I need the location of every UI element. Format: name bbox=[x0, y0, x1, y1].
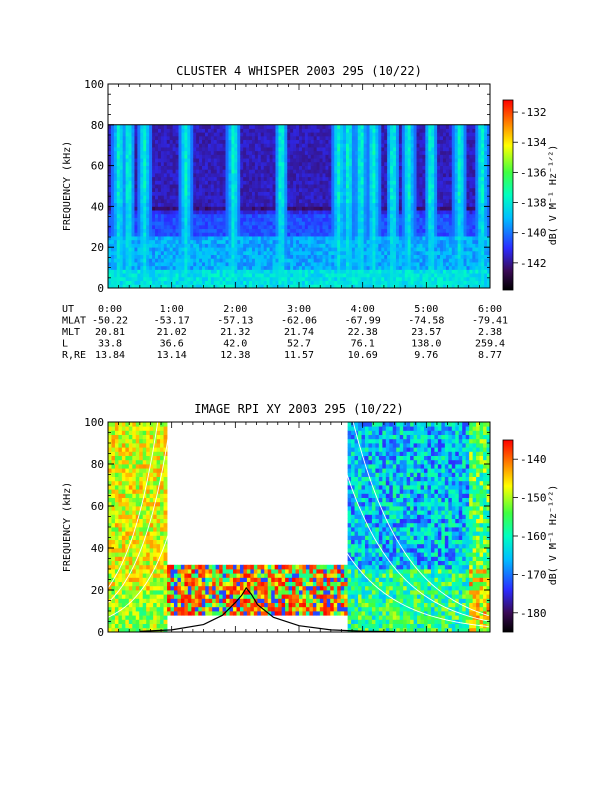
colorbar-tick-label: -140 bbox=[520, 227, 547, 240]
ephemeris-value: 22.38 bbox=[348, 327, 378, 338]
colorbar-tick-label: -142 bbox=[520, 257, 547, 270]
ephemeris-value: -62.06 bbox=[281, 316, 317, 327]
ephemeris-row-label: R,RE bbox=[62, 350, 86, 361]
whisper-title: CLUSTER 4 WHISPER 2003 295 (10/22) bbox=[176, 64, 422, 78]
ephemeris-value: 138.0 bbox=[411, 339, 441, 350]
colorbar-tick-label: -160 bbox=[520, 530, 547, 543]
ephemeris-value: 9.76 bbox=[414, 350, 438, 361]
whisper-y-axis-label: FREQUENCY (kHz) bbox=[62, 141, 73, 231]
rpi-colorbar-ticks: -140 -150 -160 -170 -180 bbox=[513, 453, 547, 620]
plasma-frequency-curve bbox=[139, 586, 395, 632]
y-tick-label: 80 bbox=[91, 458, 104, 471]
colorbar-tick-label: -138 bbox=[520, 197, 547, 210]
ephemeris-value: 36.6 bbox=[160, 339, 184, 350]
ephemeris-row-label: MLAT bbox=[62, 316, 86, 327]
ephemeris-value: 2:00 bbox=[223, 304, 247, 315]
rpi-spectrogram bbox=[108, 422, 490, 632]
ephemeris-value: 5:00 bbox=[414, 304, 438, 315]
whisper-colorbar-label: dB( V M⁻¹ Hz⁻¹ᐟ²) bbox=[548, 145, 559, 246]
y-tick-label: 20 bbox=[91, 241, 104, 254]
ephemeris-value: 13.14 bbox=[157, 350, 187, 361]
colorbar-tick-label: -132 bbox=[520, 106, 547, 119]
y-tick-label: 0 bbox=[97, 282, 104, 295]
colorbar-tick-label: -180 bbox=[520, 607, 547, 620]
ephemeris-value: 13.84 bbox=[95, 350, 125, 361]
rpi-panel: IMAGE RPI XY 2003 295 (10/22) 0 20 40 60 80 1… bbox=[62, 402, 559, 639]
y-tick-label: 60 bbox=[91, 500, 104, 513]
whisper-colorbar bbox=[502, 99, 514, 291]
ephemeris-value: -53.17 bbox=[154, 316, 190, 327]
ephemeris-value: 8.77 bbox=[478, 350, 502, 361]
ephemeris-value: 259.4 bbox=[475, 339, 505, 350]
rpi-colorbar bbox=[502, 439, 514, 633]
ephemeris-value: 52.7 bbox=[287, 339, 311, 350]
ephemeris-value: 21.02 bbox=[157, 327, 187, 338]
ephemeris-value: 23.57 bbox=[411, 327, 441, 338]
ephemeris-value: -74.58 bbox=[408, 316, 444, 327]
y-tick-label: 80 bbox=[91, 119, 104, 132]
ephemeris-value: 12.38 bbox=[220, 350, 250, 361]
ephemeris-value: 3:00 bbox=[287, 304, 311, 315]
y-tick-label: 40 bbox=[91, 200, 104, 213]
ephemeris-value: 11.57 bbox=[284, 350, 314, 361]
y-tick-label: 0 bbox=[97, 626, 104, 639]
ephemeris-value: 0:00 bbox=[98, 304, 122, 315]
ephemeris-row-label: MLT bbox=[62, 327, 80, 338]
ephemeris-value: -67.99 bbox=[345, 316, 381, 327]
whisper-colorbar-ticks: -132 -134 -136 -138 -140 -142 bbox=[513, 106, 547, 270]
y-tick-label: 100 bbox=[84, 416, 104, 429]
whisper-ephemeris: UT 0:00 1:00 2:00 3:00 4:00 5:00 6:00 MLAT -50.22… bbox=[62, 304, 508, 361]
whisper-panel: CLUSTER 4 WHISPER 2003 295 (10/22) 0 20 40… bbox=[62, 64, 559, 361]
ephemeris-value: 6:00 bbox=[478, 304, 502, 315]
ephemeris-value: 4:00 bbox=[351, 304, 375, 315]
y-tick-label: 40 bbox=[91, 542, 104, 555]
colorbar-tick-label: -140 bbox=[520, 453, 547, 466]
rpi-colorbar-label: dB( V M⁻¹ Hz⁻¹ᐟ²) bbox=[548, 485, 559, 586]
ephemeris-value: -79.41 bbox=[472, 316, 508, 327]
ephemeris-value: 20.81 bbox=[95, 327, 125, 338]
ephemeris-row-label: L bbox=[62, 339, 68, 350]
ephemeris-value: 76.1 bbox=[351, 339, 375, 350]
ephemeris-value: 1:00 bbox=[160, 304, 184, 315]
ephemeris-row-label: UT bbox=[62, 304, 74, 315]
y-tick-label: 60 bbox=[91, 160, 104, 173]
rpi-axes: 0 20 40 60 80 100 bbox=[84, 416, 491, 639]
ephemeris-value: 21.74 bbox=[284, 327, 314, 338]
colorbar-tick-label: -170 bbox=[520, 568, 547, 581]
ephemeris-value: 21.32 bbox=[220, 327, 250, 338]
rpi-y-axis-label: FREQUENCY (kHz) bbox=[62, 482, 73, 572]
whisper-axes: 0 20 40 60 80 100 bbox=[84, 78, 491, 295]
ephemeris-value: -50.22 bbox=[92, 316, 128, 327]
ephemeris-value: 10.69 bbox=[348, 350, 378, 361]
colorbar-tick-label: -136 bbox=[520, 166, 547, 179]
y-tick-label: 100 bbox=[84, 78, 104, 91]
ephemeris-value: 33.8 bbox=[98, 339, 122, 350]
rpi-title: IMAGE RPI XY 2003 295 (10/22) bbox=[194, 402, 404, 416]
whisper-spectrogram bbox=[108, 84, 490, 288]
ephemeris-value: 42.0 bbox=[223, 339, 247, 350]
y-tick-label: 20 bbox=[91, 584, 104, 597]
ephemeris-value: 2.38 bbox=[478, 327, 502, 338]
ephemeris-value: -57.13 bbox=[217, 316, 253, 327]
colorbar-tick-label: -150 bbox=[520, 492, 547, 505]
colorbar-tick-label: -134 bbox=[520, 136, 547, 149]
